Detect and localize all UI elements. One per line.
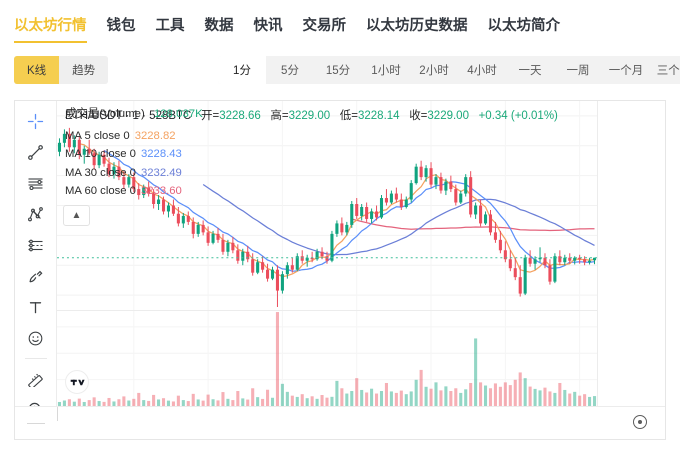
collapse-legend-button[interactable]: ▲ <box>63 205 90 226</box>
crosshair-tool[interactable] <box>21 107 51 136</box>
chart-container: ETH/USDT · 1 · 528BTC 开=3228.66 高=3229.0… <box>14 100 666 440</box>
timeframe-6[interactable]: 一天 <box>518 65 542 77</box>
timeframe-5[interactable]: 4小时 <box>467 65 497 77</box>
nav-item-5[interactable]: 交易所 <box>302 18 347 34</box>
timeframe-3[interactable]: 1小时 <box>371 65 401 77</box>
timeframe-0[interactable]: 1分 <box>218 56 266 84</box>
nav-item-1[interactable]: 钱包 <box>106 18 136 34</box>
timeframe-9[interactable]: 三个月 <box>656 65 680 77</box>
timeframe-7[interactable]: 一周 <box>566 65 590 77</box>
nav-item-6[interactable]: 以太坊历史数据 <box>366 18 468 34</box>
chevron-up-icon: ▲ <box>71 210 82 221</box>
axis-dash <box>27 423 45 424</box>
horizontal-lines-tool[interactable] <box>21 169 51 198</box>
axis-separator <box>57 407 58 421</box>
time-axis[interactable] <box>15 406 665 439</box>
drawing-tools-rail <box>15 101 57 439</box>
volume-chart <box>57 311 597 406</box>
price-pane <box>57 101 597 310</box>
chart-type-toggle: K线 趋势 <box>14 56 109 84</box>
pane-divider <box>57 310 597 311</box>
nav-item-4[interactable]: 快讯 <box>253 18 283 34</box>
main-navigation: 以太坊行情 钱包 工具 数据 快讯 交易所 以太坊历史数据 以太坊简介 <box>0 0 680 52</box>
nav-item-7[interactable]: 以太坊简介 <box>487 18 561 34</box>
emoji-tool[interactable] <box>21 324 51 353</box>
timeframe-4[interactable]: 2小时 <box>419 65 449 77</box>
candlestick-chart <box>57 101 597 310</box>
timeframe-2[interactable]: 15分 <box>325 65 351 77</box>
chart-type-1[interactable]: 趋势 <box>59 56 109 84</box>
chart-type-0[interactable]: K线 <box>14 56 60 84</box>
nav-item-0[interactable]: 以太坊行情 <box>14 14 87 43</box>
plot-area[interactable]: ETH/USDT · 1 · 528BTC 开=3228.66 高=3229.0… <box>57 101 597 406</box>
tradingview-logo[interactable] <box>65 370 89 394</box>
target-icon[interactable] <box>633 415 647 429</box>
timeframe-1[interactable]: 5分 <box>281 65 299 77</box>
trend-line-tool[interactable] <box>21 138 51 167</box>
nav-item-2[interactable]: 工具 <box>155 18 185 34</box>
text-tool[interactable] <box>21 293 51 322</box>
nav-item-3[interactable]: 数据 <box>204 18 234 34</box>
pattern-tool[interactable] <box>21 231 51 260</box>
timeframe-selector: 1分 5分 15分 1小时 2小时 4小时 一天 一周 一个月三个月 <box>218 56 680 84</box>
price-axis[interactable] <box>597 101 665 406</box>
tool-divider <box>24 358 47 359</box>
measure-tool[interactable] <box>21 364 51 393</box>
volume-pane <box>57 311 597 406</box>
pitchfork-tool[interactable] <box>21 200 51 229</box>
timeframe-8[interactable]: 一个月 <box>608 65 644 77</box>
brush-tool[interactable] <box>21 262 51 291</box>
